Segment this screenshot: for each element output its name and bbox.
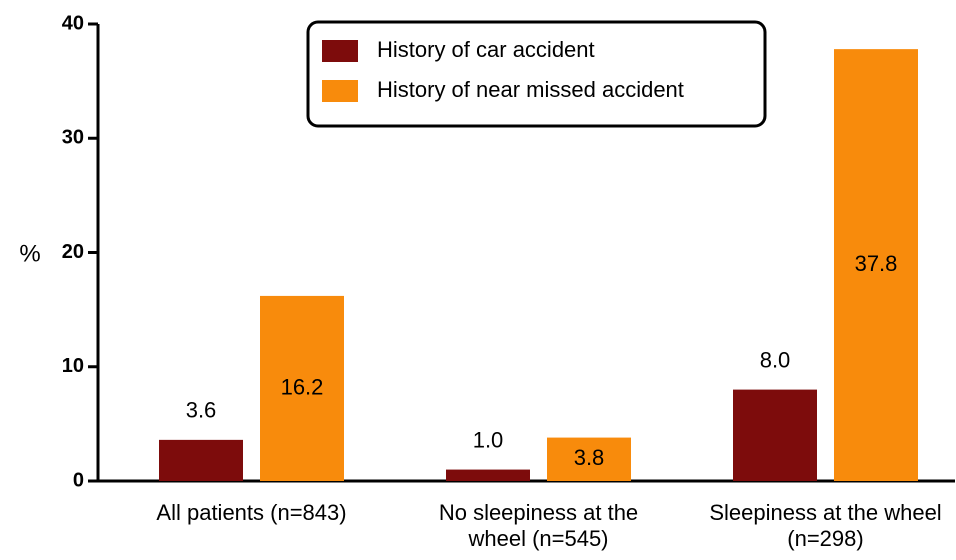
- y-axis-label: %: [19, 240, 40, 267]
- bar: [834, 49, 918, 481]
- y-tick-label: 0: [73, 469, 84, 491]
- y-tick-label: 10: [62, 355, 84, 377]
- y-tick-label: 40: [62, 12, 84, 34]
- legend-label: History of car accident: [377, 37, 595, 62]
- value-label: 3.6: [186, 398, 217, 423]
- value-label: 37.8: [855, 251, 898, 276]
- legend-label: History of near missed accident: [377, 77, 684, 102]
- bar: [446, 469, 530, 481]
- value-label: 1.0: [473, 427, 504, 452]
- y-tick-label: 20: [62, 241, 84, 263]
- value-label: 16.2: [281, 374, 324, 399]
- value-label: 3.8: [574, 445, 605, 470]
- x-tick-label: All patients (n=843): [156, 500, 347, 525]
- legend-swatch: [322, 80, 358, 102]
- legend-box: [306, 20, 767, 128]
- x-tick-label: Sleepiness at the wheel (n=298): [709, 500, 942, 551]
- value-label: 8.0: [760, 347, 791, 372]
- bar: [159, 439, 243, 481]
- legend-swatch: [322, 40, 358, 62]
- x-tick-label: No sleepiness at the wheel (n=545): [438, 500, 639, 551]
- bar: [733, 389, 817, 481]
- bar: [547, 437, 631, 481]
- bar: [260, 295, 344, 481]
- y-tick-label: 30: [62, 127, 84, 149]
